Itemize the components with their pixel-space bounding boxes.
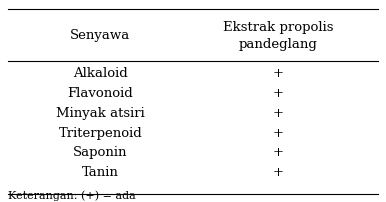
Text: Flavonoid: Flavonoid [68,87,133,100]
Text: Saponin: Saponin [73,146,128,159]
Text: Senyawa: Senyawa [70,29,130,42]
Text: Ekstrak propolis: Ekstrak propolis [223,21,333,34]
Text: +: + [273,127,283,140]
Text: +: + [273,107,283,120]
Text: Keterangan: (+) = ada: Keterangan: (+) = ada [8,190,135,201]
Text: Minyak atsiri: Minyak atsiri [56,107,145,120]
Text: Tanin: Tanin [82,166,119,179]
Text: +: + [273,166,283,179]
Text: +: + [273,146,283,159]
Text: pandeglang: pandeglang [239,38,317,51]
Text: +: + [273,67,283,80]
Text: Alkaloid: Alkaloid [73,67,128,80]
Text: Triterpenoid: Triterpenoid [59,127,142,140]
Text: +: + [273,87,283,100]
